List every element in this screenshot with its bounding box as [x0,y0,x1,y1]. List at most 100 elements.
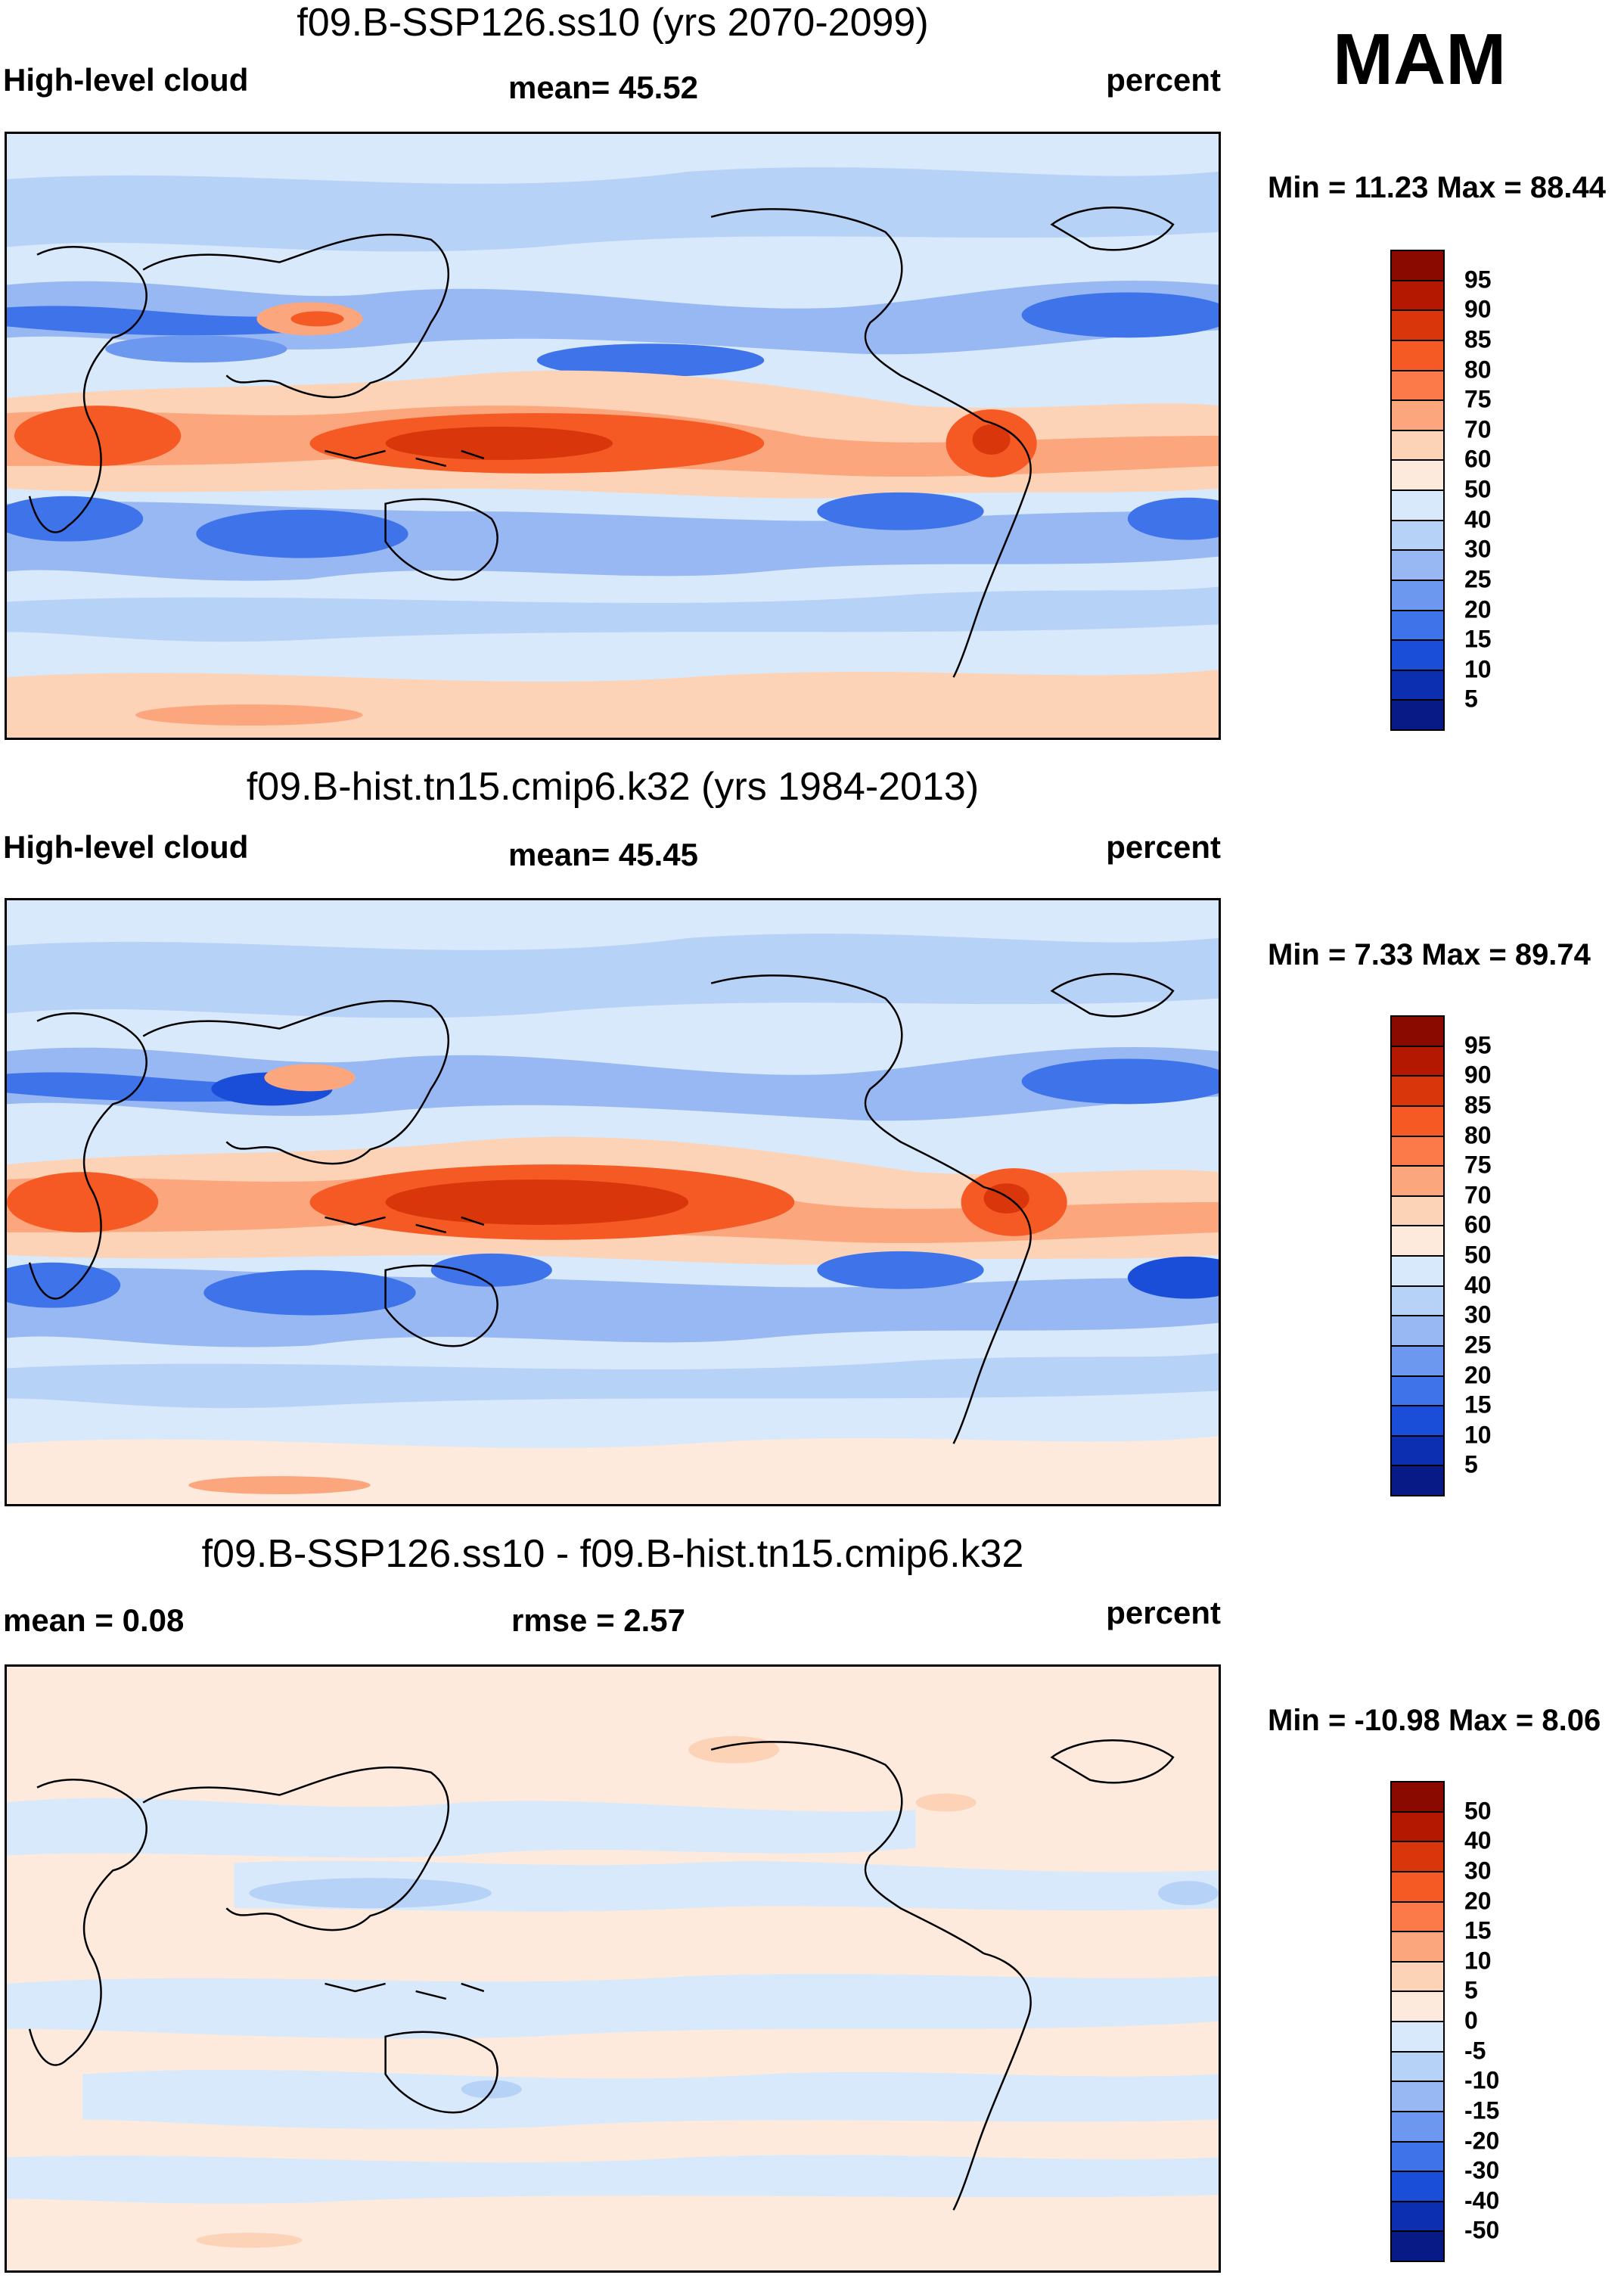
colorbar-label: -30 [1464,2156,1500,2184]
colorbar-label: -50 [1464,2216,1500,2244]
colorbar-label: 85 [1464,1091,1492,1119]
colorbar-swatch [1390,699,1445,731]
colorbar-swatch [1390,579,1445,611]
colorbar-label: 15 [1464,1391,1492,1419]
colorbar-swatch [1390,2140,1445,2173]
map-fill [7,1667,1219,2270]
colorbar-swatch [1390,459,1445,491]
colorbar-swatch [1390,2200,1445,2233]
colorbar-label: 5 [1464,1450,1478,1478]
colorbar-swatch [1390,1870,1445,1903]
mean-label: mean = 0.08 [3,1602,185,1638]
colorbar-swatch [1390,2050,1445,2083]
colorbar-label: 70 [1464,1181,1492,1209]
colorbar-swatch [1390,1434,1445,1467]
colorbar-swatch [1390,1075,1445,1107]
min-max-label: Min = 11.23 Max = 88.44 [1268,171,1606,204]
panel-title: f09.B-SSP126.ss10 - f09.B-hist.tn15.cmip… [201,1532,1024,1576]
colorbar-swatch [1390,1285,1445,1317]
colorbar-label: 5 [1464,1976,1478,2004]
units-label: percent [1106,829,1221,865]
colorbar-swatch [1390,1375,1445,1407]
variable-label: High-level cloud [3,829,249,865]
colorbar-label: 75 [1464,385,1492,413]
colorbar-swatch [1390,1810,1445,1843]
colorbar-label: 80 [1464,356,1492,383]
panel-title: f09.B-SSP126.ss10 (yrs 2070-2099) [297,1,929,45]
colorbar-swatch [1390,1015,1445,1047]
colorbar-swatch [1390,309,1445,341]
colorbar-swatch [1390,399,1445,431]
colorbar-label: -40 [1464,2186,1500,2214]
colorbar-label: 30 [1464,1857,1492,1885]
colorbar-label: 30 [1464,535,1492,563]
colorbar-swatch [1390,1255,1445,1287]
colorbar-label: 60 [1464,445,1492,473]
colorbar-label: 50 [1464,475,1492,503]
colorbar-label: 10 [1464,1947,1492,1975]
colorbar-swatch [1390,489,1445,521]
colorbar-swatch [1390,1344,1445,1377]
colorbar-swatch [1390,1900,1445,1933]
colorbar-label: 75 [1464,1151,1492,1179]
map-plot-difference [5,1664,1221,2273]
colorbar-label: -10 [1464,2066,1500,2094]
rmse-label: rmse = 2.57 [511,1602,686,1638]
units-label: percent [1106,62,1221,98]
colorbar-label: -15 [1464,2096,1500,2124]
colorbar-swatch [1390,1105,1445,1137]
colorbar-swatch [1390,549,1445,581]
colorbar-swatch [1390,1165,1445,1197]
colorbar-label: 70 [1464,415,1492,443]
colorbar-future: 95 90 85 80 75 70 60 50 40 30 25 20 15 10 5 [1390,250,1492,731]
colorbar-swatch [1390,1315,1445,1347]
colorbar-swatch [1390,429,1445,462]
colorbar-label: 95 [1464,266,1492,294]
colorbar-label: 90 [1464,295,1492,323]
colorbar-swatch [1390,369,1445,402]
colorbar-label: 10 [1464,1421,1492,1449]
colorbar-label: 20 [1464,1361,1492,1388]
colorbar-label: 80 [1464,1121,1492,1148]
colorbar-swatch [1390,2110,1445,2143]
colorbar-swatch [1390,1465,1445,1496]
mean-label: mean= 45.45 [508,837,699,872]
colorbar-swatch [1390,639,1445,671]
colorbar-label: -5 [1464,2037,1486,2065]
units-label: percent [1106,1595,1221,1630]
colorbar-swatch [1390,250,1445,281]
colorbar-swatch [1390,1405,1445,1437]
map-fill [7,900,1219,1504]
colorbar-swatch [1390,1045,1445,1077]
colorbar-difference: 50 40 30 20 15 10 5 0 -5 -10 -15 -20 -30 -40 -50 [1390,1781,1499,2262]
colorbar-swatch [1390,279,1445,312]
colorbar-swatch [1390,2171,1445,2202]
colorbar-label: 20 [1464,595,1492,623]
colorbar-label: 5 [1464,685,1478,713]
colorbar-swatch [1390,1931,1445,1963]
colorbar-swatch [1390,1135,1445,1167]
colorbar-swatch [1390,1225,1445,1257]
colorbar-label: 10 [1464,655,1492,683]
colorbar-label: 95 [1464,1031,1492,1059]
colorbar-label: 90 [1464,1061,1492,1089]
colorbar-swatch [1390,669,1445,701]
colorbar-label: 50 [1464,1241,1492,1269]
colorbar-swatch [1390,519,1445,552]
map-plot-future [5,132,1221,740]
colorbar-label: -20 [1464,2127,1500,2154]
colorbar-label: 40 [1464,1826,1492,1854]
colorbar-swatch [1390,609,1445,642]
colorbar-swatch [1390,2230,1445,2262]
colorbar-swatch [1390,339,1445,371]
colorbar-swatch [1390,1781,1445,1813]
colorbar-label: 0 [1464,2006,1478,2034]
variable-label: High-level cloud [3,62,249,98]
colorbar-label: 15 [1464,1916,1492,1944]
colorbar-label: 40 [1464,1271,1492,1299]
colorbar-label: 30 [1464,1301,1492,1329]
colorbar-swatch [1390,2081,1445,2112]
colorbar-swatch [1390,1991,1445,2022]
colorbar-label: 60 [1464,1210,1492,1238]
colorbar-label: 25 [1464,565,1492,593]
